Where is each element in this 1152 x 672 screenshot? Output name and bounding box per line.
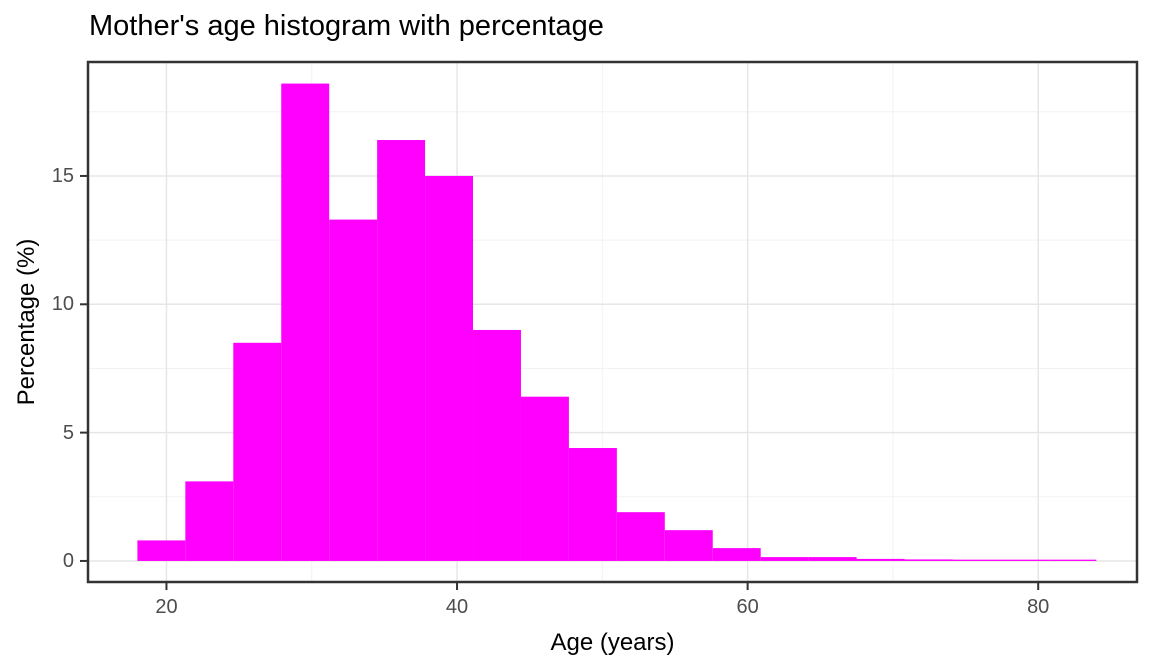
histogram-bar	[520, 396, 569, 561]
histogram-bar	[377, 140, 426, 561]
histogram-bar	[137, 540, 186, 561]
histogram-bar	[329, 219, 378, 561]
chart-title: Mother's age histogram with percentage	[89, 10, 604, 42]
histogram-bar	[808, 557, 857, 561]
x-tick-label: 20	[155, 596, 178, 618]
panel-border	[86, 60, 1139, 584]
x-tick-label: 40	[445, 596, 469, 618]
histogram-bar	[1000, 559, 1049, 561]
y-tick-label: 15	[51, 164, 74, 187]
histogram-bar	[616, 512, 665, 561]
histogram-bar	[664, 530, 713, 561]
histogram-bar	[233, 342, 282, 561]
x-tick-label: 80	[1027, 596, 1050, 618]
histogram-bar	[473, 329, 521, 561]
y-axis-title: Percentage (%)	[13, 238, 40, 406]
histogram-bar	[185, 481, 234, 561]
x-axis-title: Age (years)	[550, 629, 675, 656]
histogram-bar	[904, 559, 953, 561]
histogram-bar	[760, 557, 809, 561]
histogram-bar	[1048, 559, 1097, 561]
y-tick-label: 5	[62, 421, 74, 444]
histogram-bar	[952, 559, 1001, 561]
histogram-bar	[856, 558, 905, 561]
histogram-bar	[281, 83, 330, 561]
x-tick-label: 60	[736, 596, 759, 618]
histogram-bar	[425, 175, 474, 561]
histogram-bar	[568, 448, 617, 561]
histogram-bar	[712, 548, 761, 561]
y-tick-label: 10	[51, 293, 74, 316]
y-tick-label: 0	[62, 549, 74, 572]
